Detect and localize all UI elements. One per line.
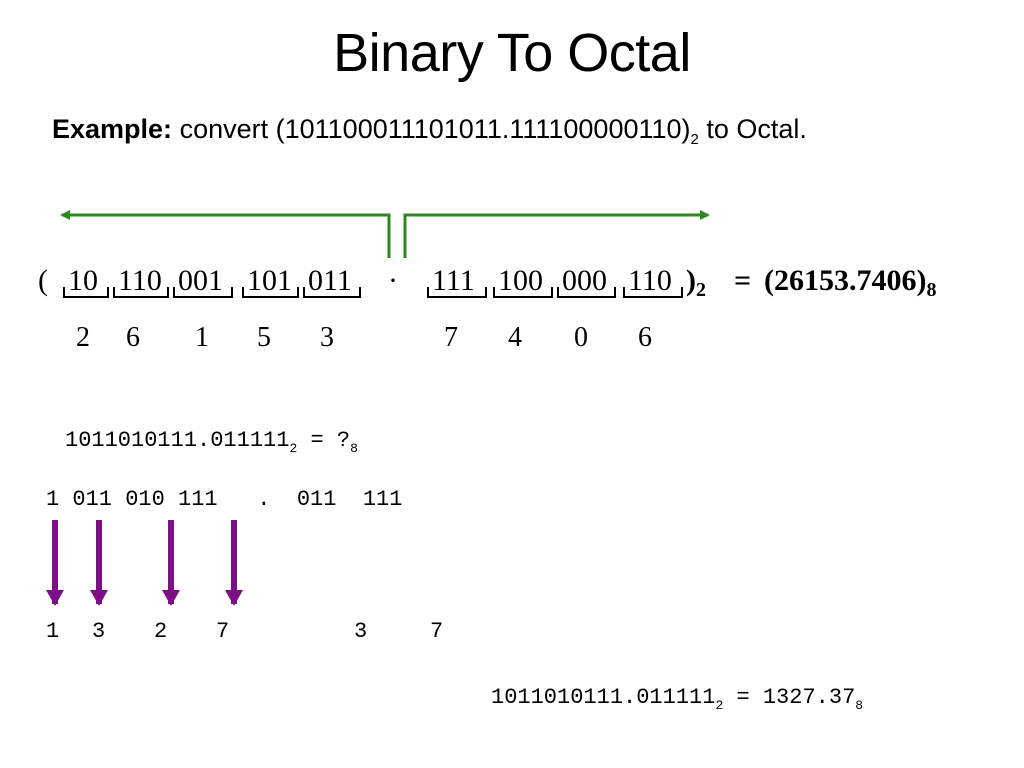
octal-digit: 3: [320, 322, 334, 353]
purple-arrows: [46, 520, 243, 606]
exercise-answer: 1011010111.0111112 = 1327.378: [491, 685, 864, 713]
frac-group: 100: [498, 264, 543, 297]
left-green-arrow: [60, 210, 391, 258]
example-statement: Example: convert (101100011101011.111100…: [52, 114, 807, 148]
octal-digit: 7: [444, 322, 458, 353]
exercise-digit: 2: [154, 619, 168, 644]
example-suffix: to Octal.: [706, 114, 807, 144]
octal-digit: 0: [574, 322, 588, 353]
octal-digit: 6: [126, 322, 140, 353]
equals-sign: =: [734, 264, 752, 297]
example-text: convert (101100011101011.111100000110): [179, 114, 691, 144]
int-group: 10: [68, 264, 98, 297]
octal-digit: 6: [638, 322, 652, 353]
exercise-digit: 7: [430, 619, 444, 644]
int-group: 001: [178, 264, 223, 297]
right-green-arrow: [403, 210, 710, 258]
int-group: 110: [118, 264, 162, 297]
frac-group: 000: [562, 264, 607, 297]
exercise-question: 1011010111.0111112 = ?8: [65, 428, 358, 456]
example-label: Example:: [52, 114, 173, 144]
slide-title: Binary To Octal: [333, 23, 691, 83]
octal-digit: 4: [508, 322, 522, 353]
exercise-digit: 3: [354, 619, 368, 644]
exercise-digit: 7: [216, 619, 230, 644]
int-group: 101: [247, 264, 292, 297]
result-base: 8: [926, 279, 937, 301]
open-paren: (: [38, 264, 48, 297]
octal-digit: 2: [76, 322, 90, 353]
close-paren: )2: [686, 264, 706, 301]
exercise-digit: 1: [46, 619, 60, 644]
example-base: 2: [690, 131, 699, 148]
frac-group: 111: [432, 264, 475, 297]
int-group: 011: [308, 264, 352, 297]
octal-digit: 1: [195, 322, 209, 353]
binary-point: ·: [388, 264, 398, 297]
worked-result: (26153.7406)8: [764, 264, 937, 301]
frac-group: 110: [628, 264, 672, 297]
group-brackets: [63, 287, 683, 298]
exercise-grouping: 1 011 010 111 . 011 111: [46, 487, 403, 512]
exercise-digit: 3: [92, 619, 106, 644]
octal-digit: 5: [257, 322, 271, 353]
close-base: 2: [696, 279, 706, 301]
